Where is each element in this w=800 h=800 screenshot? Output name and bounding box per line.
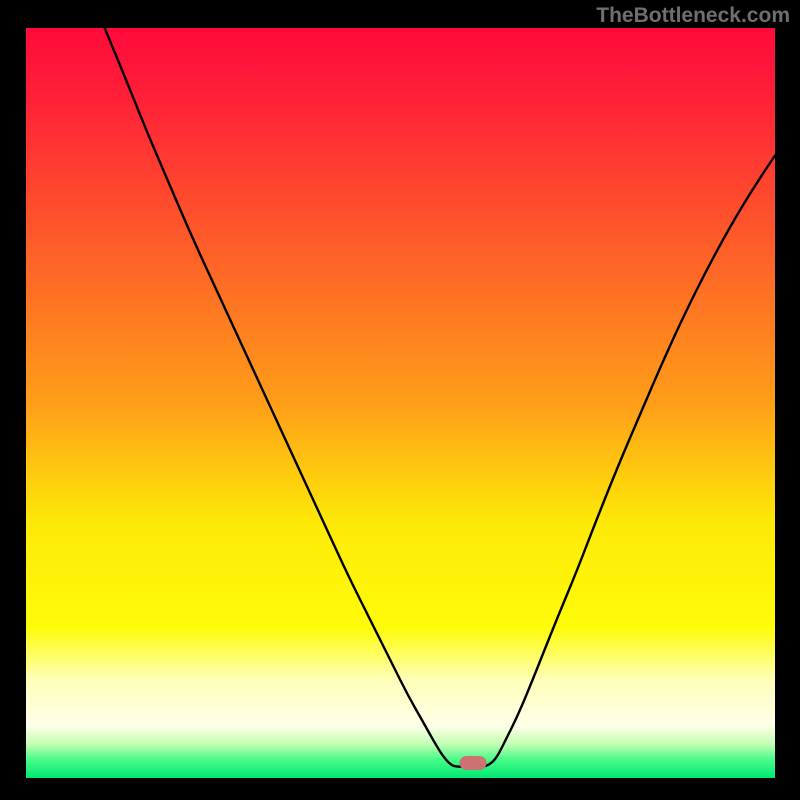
plot-area	[26, 28, 775, 778]
bottleneck-curve	[26, 28, 775, 778]
chart-frame: TheBottleneck.com	[0, 0, 800, 800]
watermark-text: TheBottleneck.com	[596, 4, 790, 28]
optimal-point-marker	[460, 756, 487, 770]
plot-wrap	[26, 28, 775, 778]
curve-path	[105, 28, 775, 767]
